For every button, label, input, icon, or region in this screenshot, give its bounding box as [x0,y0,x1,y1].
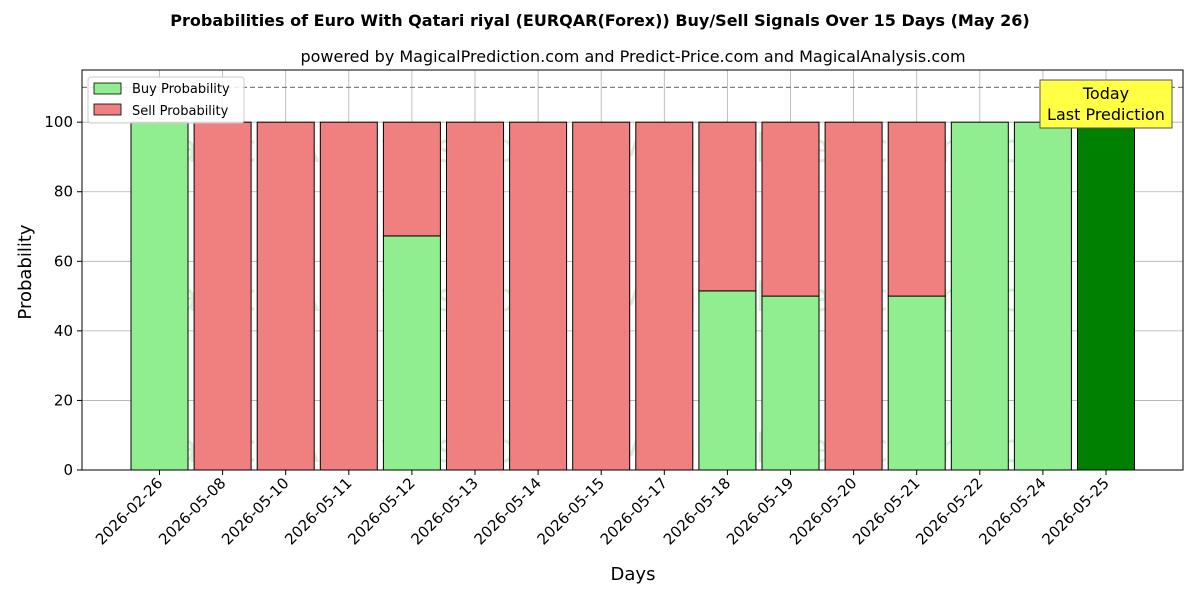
bar-sell [193,121,252,471]
y-tick-label: 0 [63,461,73,479]
x-axis-label: Days [611,564,656,585]
bar-sell [698,121,757,292]
bar-sell [824,121,883,471]
legend-swatch-buy [93,82,122,95]
chart-subtitle: powered by MagicalPrediction.com and Pre… [300,47,965,66]
bar-sell [319,121,378,471]
x-tick-label: 2026-05-10 [218,474,292,548]
x-tick-label: 2026-05-08 [155,474,229,548]
today-annotation: Today Last Prediction [1039,79,1173,129]
legend-box [87,76,245,124]
bar-sell [887,121,946,297]
bar-buy [1013,121,1072,471]
legend-label-sell: Sell Probability [132,104,229,119]
bar-sell [256,121,315,471]
x-tick-label: 2026-05-22 [912,474,986,548]
x-tick-label: 2026-05-15 [534,474,608,548]
x-tick-label: 2026-05-12 [344,474,418,548]
legend-label-buy: Buy Probability [132,82,230,97]
x-tick-label: 2026-05-19 [723,474,797,548]
today-badge [1039,79,1173,129]
x-tick-label: 2026-05-18 [660,474,734,548]
bars [130,121,1135,471]
x-tick-label: 2026-05-21 [849,474,923,548]
plot-frame [81,69,1184,471]
bar-sell [446,121,504,471]
legend: Buy Probability Sell Probability [87,76,245,124]
x-tick-label: 2026-05-14 [471,474,545,548]
today-badge-line2: Last Prediction [1047,105,1165,124]
y-tick-label: 40 [54,322,73,340]
bar-sell [509,121,568,471]
x-tick-label: 2026-02-26 [92,474,166,548]
y-tick-label: 60 [54,252,73,270]
y-axis-ticks: 0 20 40 60 80 100 [44,113,82,479]
x-tick-label: 2026-05-24 [975,474,1049,548]
bar-sell [635,121,694,471]
bar-buy [130,121,189,471]
bar-buy [698,290,757,471]
bar-sell [572,121,631,471]
x-tick-label: 2026-05-25 [1038,474,1112,548]
y-tick-label: 20 [54,391,73,409]
bar-buy [1077,121,1135,471]
bar-buy [761,295,820,471]
x-axis-ticks: 2026-02-262026-05-082026-05-102026-05-11… [92,470,1113,548]
bar-buy [382,235,441,471]
x-tick-label: 2026-05-17 [597,474,671,548]
bar-buy [950,121,1009,471]
x-tick-label: 2026-05-13 [407,474,481,548]
y-axis-label: Probability [15,224,36,319]
bar-sell [761,121,820,297]
bar-sell [382,121,441,237]
x-tick-label: 2026-05-20 [786,474,860,548]
chart-title: Probabilities of Euro With Qatari riyal … [170,11,1029,30]
x-tick-label: 2026-05-11 [281,474,355,548]
today-badge-line1: Today [1082,84,1129,103]
y-tick-label: 80 [54,183,73,201]
bar-buy [887,295,946,471]
legend-swatch-sell [93,103,122,116]
y-tick-label: 100 [44,113,73,131]
